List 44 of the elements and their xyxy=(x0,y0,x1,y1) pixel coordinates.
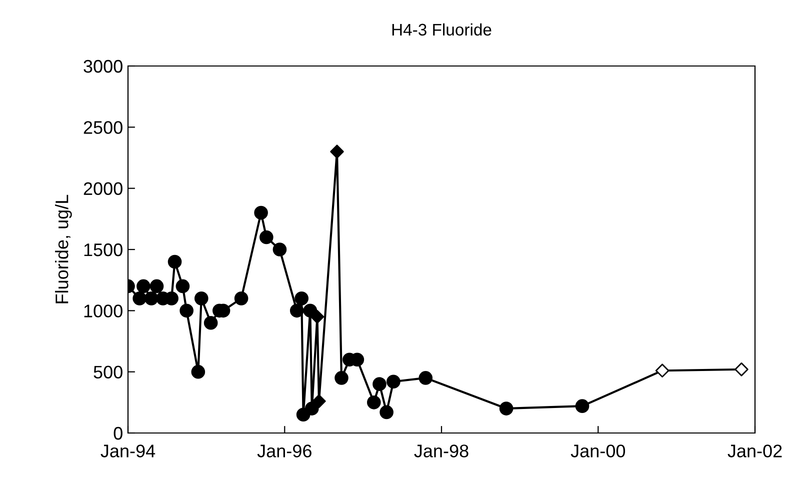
point xyxy=(304,402,319,416)
point xyxy=(330,144,344,159)
point xyxy=(386,374,400,389)
point xyxy=(310,310,324,324)
point xyxy=(294,292,308,306)
point xyxy=(168,254,182,269)
point xyxy=(204,316,218,330)
y-tick-label: 1500 xyxy=(84,243,122,256)
y-axis-title: Fluoride, ug/L xyxy=(55,194,72,304)
point xyxy=(234,292,248,306)
point xyxy=(372,377,386,391)
x-tick-label: Jan-98 xyxy=(414,444,468,458)
y-tick-label: 0 xyxy=(114,426,122,440)
x-tick-label: Jan-02 xyxy=(728,444,782,458)
point xyxy=(150,279,164,294)
point xyxy=(254,206,268,220)
y-tick-label: 2500 xyxy=(84,121,122,134)
x-tick-label: Jan-96 xyxy=(257,444,312,458)
point xyxy=(499,402,514,416)
point xyxy=(290,304,304,318)
y-tick-label: 500 xyxy=(94,366,122,379)
point xyxy=(180,304,194,318)
point xyxy=(260,230,274,244)
y-tick-label: 2000 xyxy=(84,182,122,196)
point xyxy=(144,292,158,306)
y-tick-label: 3000 xyxy=(84,60,122,73)
point xyxy=(380,405,394,420)
point xyxy=(191,364,206,379)
point xyxy=(575,399,590,413)
point xyxy=(194,292,208,306)
point xyxy=(312,394,326,408)
point xyxy=(136,279,150,294)
point xyxy=(418,371,433,385)
y-tick-label: 1000 xyxy=(84,304,122,318)
point xyxy=(272,242,287,256)
point xyxy=(132,292,146,306)
point xyxy=(176,279,190,294)
point xyxy=(334,371,348,385)
x-tick-label: Jan-00 xyxy=(570,444,626,458)
x-tick-label: Jan-94 xyxy=(100,444,156,458)
point xyxy=(734,362,748,376)
point xyxy=(367,396,381,410)
chart-title: H4-3 Fluoride xyxy=(392,23,492,36)
point xyxy=(655,364,670,378)
